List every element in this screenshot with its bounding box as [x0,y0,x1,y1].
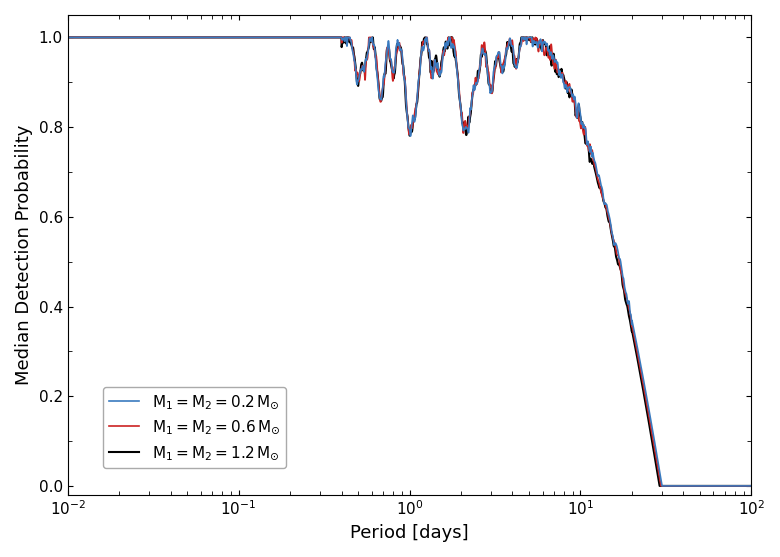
Legend: $\mathrm{M_1 = M_2 = 0.2\,M_{\odot}}$, $\mathrm{M_1 = M_2 = 0.6\,M_{\odot}}$, $\: $\mathrm{M_1 = M_2 = 0.2\,M_{\odot}}$, $… [103,387,286,468]
X-axis label: Period [days]: Period [days] [350,524,469,542]
Y-axis label: Median Detection Probability: Median Detection Probability [15,125,33,385]
